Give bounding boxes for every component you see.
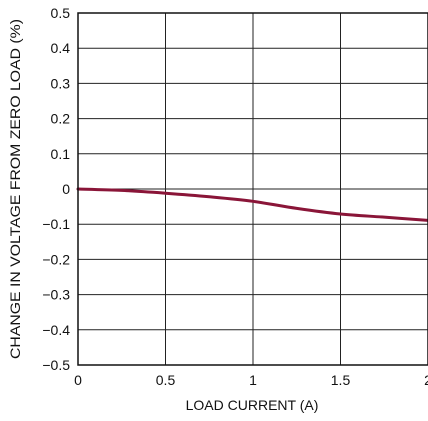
y-tick-label: 0.3: [51, 75, 71, 91]
y-tick-label: −0.2: [42, 251, 70, 267]
y-tick-label: 0.2: [51, 111, 71, 127]
series-line-0: [76, 187, 428, 222]
x-axis-label: LOAD CURRENT (A): [186, 397, 319, 413]
plot-frame: [77, 12, 428, 366]
x-tick-label: 0.5: [156, 372, 176, 388]
x-tick-label: 1: [249, 372, 257, 388]
y-tick-label: 0.4: [51, 40, 71, 56]
y-tick-label: 0.5: [51, 5, 71, 21]
y-tick-label: 0: [62, 181, 70, 197]
grid: [77, 12, 428, 366]
y-tick-label: −0.1: [42, 216, 70, 232]
y-tick-label: −0.4: [42, 322, 70, 338]
y-axis-label: CHANGE IN VOLTAGE FROM ZERO LOAD (%): [7, 19, 23, 359]
x-tick-labels: 0 0.5 1 1.5 2: [74, 372, 428, 388]
x-tick-label: 1.5: [331, 372, 351, 388]
y-tick-label: −0.3: [42, 287, 70, 303]
y-tick-label: −0.5: [42, 357, 70, 373]
y-tick-label: 0.1: [51, 146, 71, 162]
y-tick-labels: 0.5 0.4 0.3 0.2 0.1 0 −0.1 −0.2 −0.3 −0.4 −0.5: [42, 5, 70, 373]
series-layer: [76, 187, 428, 222]
x-tick-label: 2: [424, 372, 428, 388]
x-tick-label: 0: [74, 372, 82, 388]
